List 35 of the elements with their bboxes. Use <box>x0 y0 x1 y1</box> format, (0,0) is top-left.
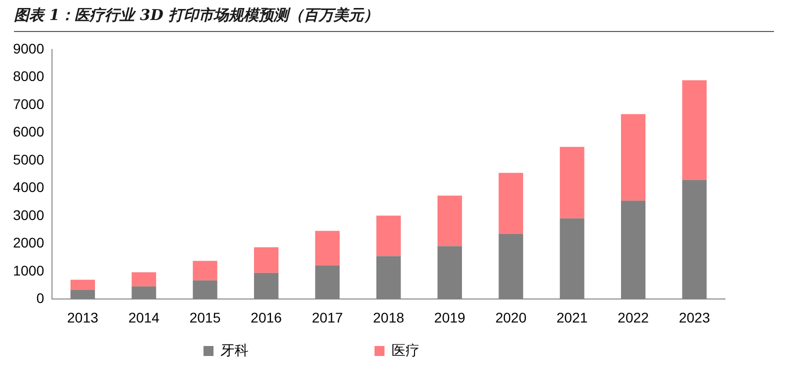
y-tick-label: 7000 <box>12 96 44 112</box>
x-tick-label: 2015 <box>189 309 221 326</box>
y-tick-label: 8000 <box>12 68 44 84</box>
y-tick-label: 1000 <box>12 262 44 278</box>
y-tick-label: 3000 <box>12 206 44 223</box>
x-tick-label: 2021 <box>556 309 588 326</box>
legend-label: 牙科 <box>220 342 360 358</box>
bar <box>192 260 218 280</box>
chart-title: 图表 1：医疗行业 3D 打印市场规模预测（百万美元） <box>14 6 774 32</box>
y-tick-label: 2000 <box>12 234 44 251</box>
bar <box>438 196 462 246</box>
y-tick-label: 9000 <box>12 40 44 56</box>
x-tick-label: 2017 <box>312 309 344 326</box>
y-tick-label: 5000 <box>12 151 44 168</box>
bar <box>70 280 95 290</box>
bar <box>254 247 278 273</box>
y-tick-label: 6000 <box>12 124 44 140</box>
bar <box>560 146 584 218</box>
y-tick-label: 4000 <box>12 179 44 196</box>
x-tick-label: 2013 <box>67 309 99 326</box>
x-tick-label: 2014 <box>128 309 160 326</box>
bar <box>376 216 401 256</box>
bar <box>682 80 707 180</box>
x-tick-label: 2016 <box>250 309 282 326</box>
bar <box>315 230 340 266</box>
x-tick-label: 2019 <box>434 309 466 326</box>
x-tick-label: 2018 <box>372 309 404 326</box>
x-tick-label: 2022 <box>618 309 650 326</box>
bar <box>132 272 156 286</box>
y-tick-label: 0 <box>36 290 44 306</box>
x-tick-label: 2020 <box>495 309 527 326</box>
bar <box>498 172 524 234</box>
x-tick-label: 2023 <box>678 309 710 326</box>
legend-label: 医疗 <box>392 342 532 358</box>
bar <box>621 114 646 201</box>
